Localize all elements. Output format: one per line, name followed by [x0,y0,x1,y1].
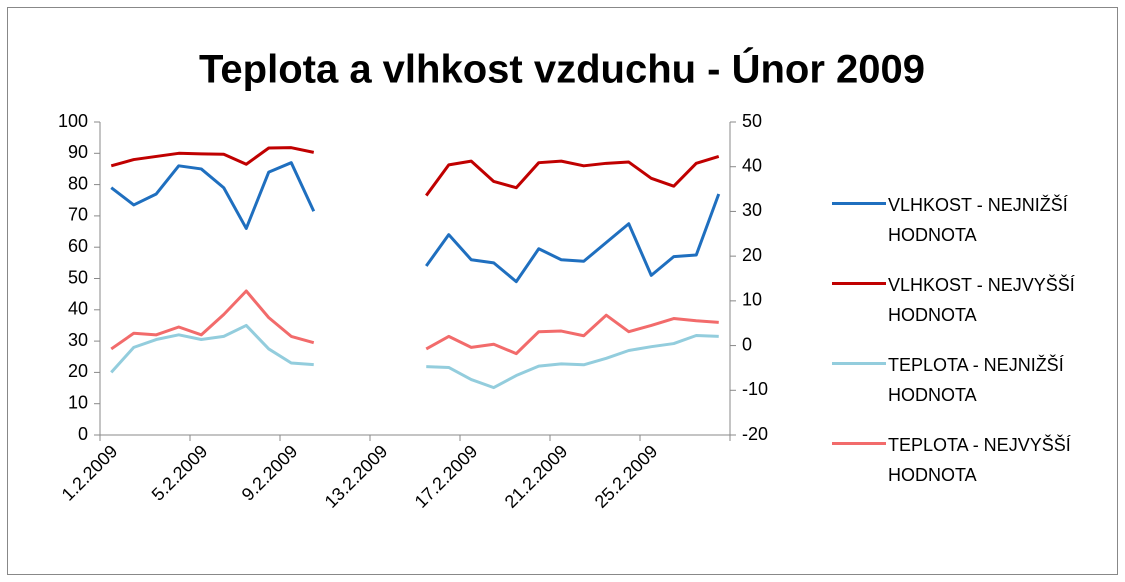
frame [7,7,1118,575]
legend-swatch [832,282,886,285]
y2-tick-label: 50 [742,111,762,131]
x-tick-label: 5.2.2009 [148,441,212,505]
series-line [110,146,720,197]
y-tick-label: 60 [68,236,88,256]
y-tick-label: 10 [68,392,88,412]
chart-title: Teplota a vlhkost vzduchu - Únor 2009 [199,46,925,92]
legend-entry: TEPLOTA - NEJVYŠŠÍ HODNOTA [832,430,1122,490]
series-line [110,289,719,356]
legend-entry: TEPLOTA - NEJNIŽŠÍ HODNOTA [832,350,1122,410]
legend-swatch [832,202,886,205]
y2-tick-label: 30 [742,200,762,220]
legend-swatch [832,442,886,445]
y2-tick-label: -20 [742,424,768,444]
y-tick-label: 90 [68,142,88,162]
y-tick-label: 0 [78,424,88,444]
y2-tick-label: -10 [742,379,768,399]
y2-tick-label: 20 [742,245,762,265]
y-tick-label: 100 [58,111,88,131]
y-tick-label: 30 [68,330,88,350]
x-tick-label: 17.2.2009 [411,441,482,512]
series-line [110,323,719,390]
x-tick-label: 25.2.2009 [591,441,662,512]
x-tick-label: 1.2.2009 [58,441,122,505]
legend-label: VLHKOST - NEJNIŽŠÍ HODNOTA [888,195,1068,245]
y2-tick-label: 40 [742,155,762,175]
y-tick-label: 20 [68,361,88,381]
x-tick-label: 21.2.2009 [501,441,572,512]
y2-tick-label: 0 [742,334,752,354]
y-tick-label: 40 [68,299,88,319]
legend-label: TEPLOTA - NEJVYŠŠÍ HODNOTA [888,435,1071,485]
x-tick-label: 13.2.2009 [321,441,392,512]
legend-label: VLHKOST - NEJVYŠŠÍ HODNOTA [888,275,1075,325]
y2-tick-label: 10 [742,290,762,310]
legend-label: TEPLOTA - NEJNIŽŠÍ HODNOTA [888,355,1064,405]
legend-entry: VLHKOST - NEJVYŠŠÍ HODNOTA [832,270,1122,330]
y-tick-label: 80 [68,173,88,193]
x-tick-label: 9.2.2009 [238,441,302,505]
y-tick-label: 50 [68,267,88,287]
legend-swatch [832,362,886,365]
series-line [110,161,721,284]
legend-entry: VLHKOST - NEJNIŽŠÍ HODNOTA [832,190,1122,250]
y-tick-label: 70 [68,205,88,225]
